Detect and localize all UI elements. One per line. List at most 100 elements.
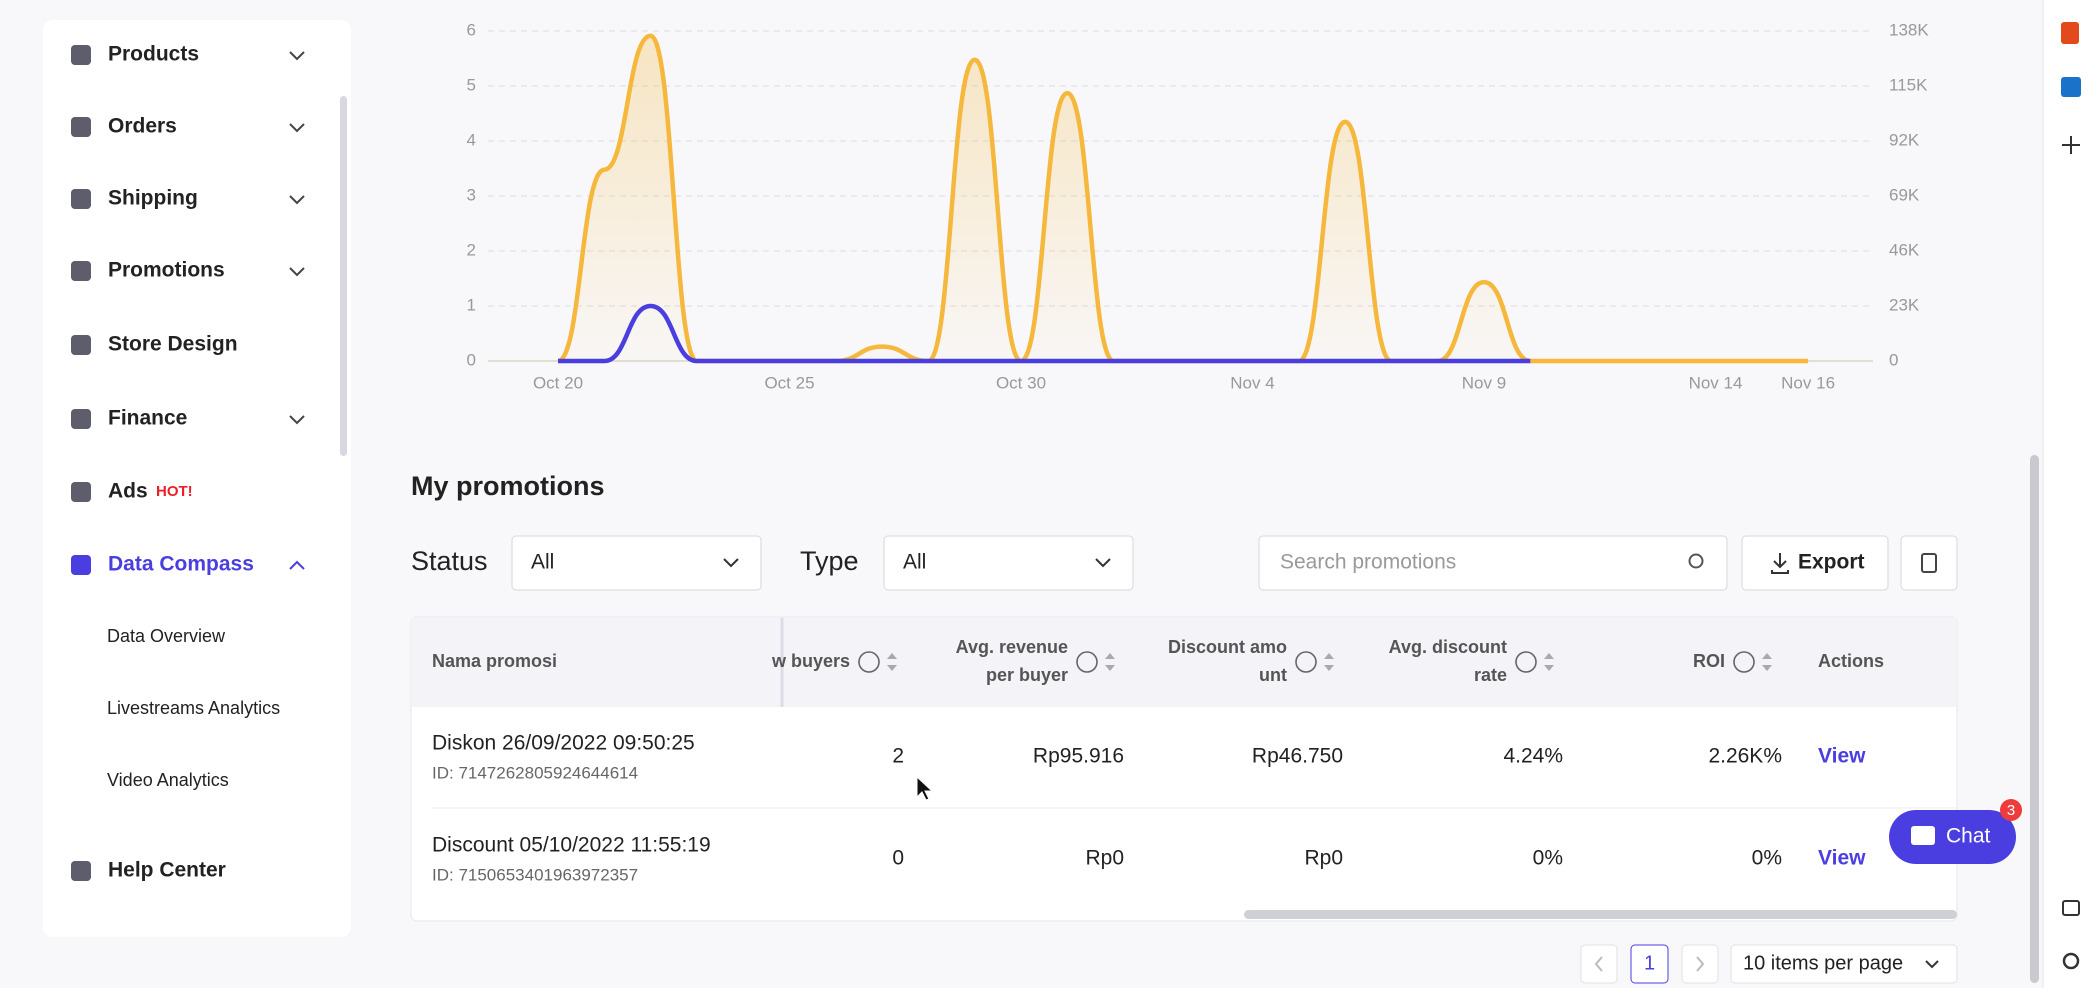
help-icon (1733, 651, 1755, 673)
cell: Rp95.916 (1033, 745, 1124, 768)
x-tick-label: Oct 25 (764, 373, 814, 392)
column-header: Actions (1818, 651, 1884, 671)
chat-badge-count: 3 (2007, 802, 2015, 819)
menu-item[interactable]: Help Center (108, 859, 226, 882)
y-tick-label: 1 (467, 295, 476, 314)
submenu-item[interactable]: Data Overview (107, 626, 226, 646)
type-value: All (903, 551, 926, 574)
submenu-item[interactable]: Livestreams Analytics (107, 698, 280, 718)
panel-icon[interactable] (2062, 900, 2080, 916)
column-header: Avg. revenue (956, 637, 1068, 657)
hot-badge: HOT! (156, 483, 193, 500)
settings-icon[interactable] (2062, 952, 2080, 970)
type-select[interactable] (883, 535, 1134, 591)
x-tick-label: Oct 30 (996, 373, 1046, 392)
y-tick-label: 2 (467, 240, 476, 259)
chat-label: Chat (1946, 825, 1991, 848)
chevron (723, 558, 739, 568)
cursor (916, 775, 934, 801)
sort-icon[interactable] (1544, 653, 1554, 671)
x-tick-label: Oct 20 (533, 373, 583, 392)
menu-icon (71, 861, 91, 881)
submenu-item[interactable]: Video Analytics (107, 770, 229, 790)
cell: 2 (892, 745, 904, 768)
outlook-icon[interactable] (2061, 77, 2081, 97)
y2-tick-label: 23K (1889, 295, 1920, 314)
chevron (1925, 960, 1939, 969)
status-value: All (531, 551, 554, 574)
section-title: My promotions (411, 471, 605, 501)
column-header: ROI (1693, 651, 1725, 671)
status-select[interactable] (511, 535, 762, 591)
sort-icon[interactable] (1324, 653, 1334, 671)
view-link[interactable]: View (1818, 745, 1866, 768)
menu-icon (71, 555, 91, 575)
browser-sidebar (2043, 0, 2098, 988)
chevron (289, 415, 305, 425)
menu-item[interactable]: Data Compass (108, 553, 254, 576)
column-header: Discount amo (1168, 637, 1287, 657)
column-settings-button[interactable] (1900, 535, 1958, 591)
search-input[interactable] (1258, 535, 1728, 591)
column-header: per buyer (986, 665, 1068, 685)
y2-tick-label: 46K (1889, 240, 1920, 259)
x-tick-label: Nov 16 (1781, 373, 1835, 392)
menu-item[interactable]: Finance (108, 407, 187, 430)
promotion-name: Discount 05/10/2022 11:55:19 (432, 834, 711, 857)
y2-tick-label: 69K (1889, 185, 1920, 204)
sort-icon[interactable] (1105, 653, 1115, 671)
cell: 4.24% (1503, 745, 1563, 768)
y-tick-label: 6 (467, 20, 476, 39)
help-icon (1076, 651, 1098, 673)
y2-tick-label: 0 (1889, 350, 1898, 369)
chevron (1095, 558, 1111, 568)
export-button[interactable] (1741, 535, 1889, 591)
chat-button[interactable] (1889, 810, 2016, 864)
table-header (412, 618, 1956, 707)
view-link[interactable]: View (1818, 847, 1866, 870)
menu-item[interactable]: Products (108, 43, 199, 66)
page-size: 10 items per page (1743, 952, 1903, 974)
prev-page[interactable] (1580, 944, 1618, 984)
y2-tick-label: 138K (1889, 20, 1929, 39)
menu-item[interactable]: Store Design (108, 333, 238, 356)
chevron (289, 195, 305, 205)
menu-icon (71, 117, 91, 137)
page-button[interactable] (1630, 944, 1669, 984)
page-number: 1 (1644, 952, 1655, 974)
x-tick-label: Nov 4 (1230, 373, 1274, 392)
table-scrollbar (1244, 910, 1957, 919)
search-icon (1688, 553, 1704, 569)
office-icon[interactable] (2061, 22, 2079, 44)
sort-icon[interactable] (1762, 653, 1772, 671)
chevron (1696, 956, 1705, 972)
cell: Rp46.750 (1252, 745, 1343, 768)
menu-item[interactable]: Ads (108, 480, 148, 503)
next-page[interactable] (1681, 944, 1719, 984)
menu-item[interactable]: Shipping (108, 187, 198, 210)
menu-icon (71, 409, 91, 429)
chevron (289, 51, 305, 61)
cell: 0 (892, 847, 904, 870)
help-icon (1295, 651, 1317, 673)
menu-icon (71, 335, 91, 355)
type-label: Type (800, 546, 859, 576)
status-label: Status (411, 546, 488, 576)
area (558, 35, 1809, 362)
cell: Rp0 (1304, 847, 1343, 870)
y2-tick-label: 92K (1889, 130, 1920, 149)
page-size-select[interactable] (1730, 944, 1958, 984)
menu-item[interactable]: Promotions (108, 259, 225, 282)
menu-icon (71, 45, 91, 65)
menu-item[interactable]: Orders (108, 115, 177, 138)
add-icon[interactable] (2062, 136, 2080, 154)
y-tick-label: 3 (467, 185, 476, 204)
sort-icon[interactable] (887, 653, 897, 671)
sidebar-scrollbar (340, 96, 347, 456)
export-label: Export (1798, 551, 1865, 574)
page-scrollbar (2030, 455, 2039, 983)
chat-icon (1911, 826, 1935, 845)
search-placeholder: Search promotions (1280, 551, 1456, 574)
cell: Rp0 (1085, 847, 1124, 870)
